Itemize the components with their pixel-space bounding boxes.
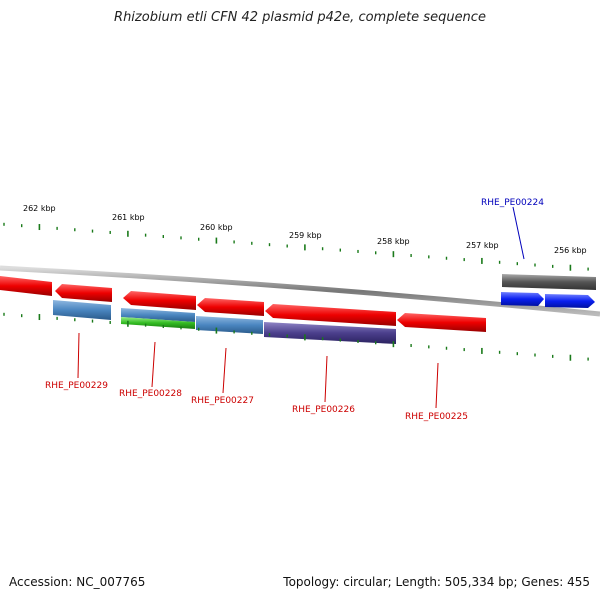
map-title: Rhizobium etli CFN 42 plasmid p42e, comp… xyxy=(114,10,486,25)
scale-label: 260 kbp xyxy=(200,223,233,232)
plasmid-backbone xyxy=(0,265,600,317)
gene-labels: RHE_PE00229 RHE_PE00228 RHE_PE00227 RHE_… xyxy=(45,198,544,422)
gene-forward-blue[interactable] xyxy=(501,292,544,306)
scale-label: 258 kbp xyxy=(377,237,410,246)
gene-red[interactable] xyxy=(123,291,196,310)
gene-red[interactable] xyxy=(0,276,52,296)
gene-purple[interactable] xyxy=(264,322,396,344)
inner-scale-ticks xyxy=(3,312,589,361)
gene-label[interactable]: RHE_PE00226 xyxy=(292,405,355,415)
gene-label[interactable]: RHE_PE00228 xyxy=(119,389,182,399)
genome-stats-text: Topology: circular; Length: 505,334 bp; … xyxy=(283,575,590,589)
gene-red[interactable] xyxy=(55,284,112,302)
gene-label[interactable]: RHE_PE00225 xyxy=(405,412,468,422)
gene-label[interactable]: RHE_PE00227 xyxy=(191,396,254,406)
gene-RHE_PE00224[interactable] xyxy=(502,274,596,290)
gene-label[interactable]: RHE_PE00224 xyxy=(481,198,544,208)
scale-label: 259 kbp xyxy=(289,231,322,240)
gene-blue[interactable] xyxy=(196,316,263,334)
outer-scale-ticks xyxy=(3,222,589,271)
leader-lines xyxy=(77,206,525,409)
gene-red[interactable] xyxy=(397,313,486,332)
scale-label: 262 kbp xyxy=(23,204,56,213)
scale-label: 256 kbp xyxy=(554,246,587,255)
scale-label: 261 kbp xyxy=(112,213,145,222)
gene-green[interactable] xyxy=(121,317,195,329)
gene-blue[interactable] xyxy=(53,300,111,320)
gene-forward-blue[interactable] xyxy=(545,294,595,308)
scale-label: 257 kbp xyxy=(466,241,499,250)
gene-red[interactable] xyxy=(265,304,396,326)
accession-text: Accession: NC_007765 xyxy=(9,575,146,589)
gene-label[interactable]: RHE_PE00229 xyxy=(45,381,108,391)
gene-red[interactable] xyxy=(197,298,264,316)
gene-blue[interactable] xyxy=(121,308,195,322)
scale-labels: 262 kbp 261 kbp 260 kbp 259 kbp 258 kbp … xyxy=(23,204,587,255)
